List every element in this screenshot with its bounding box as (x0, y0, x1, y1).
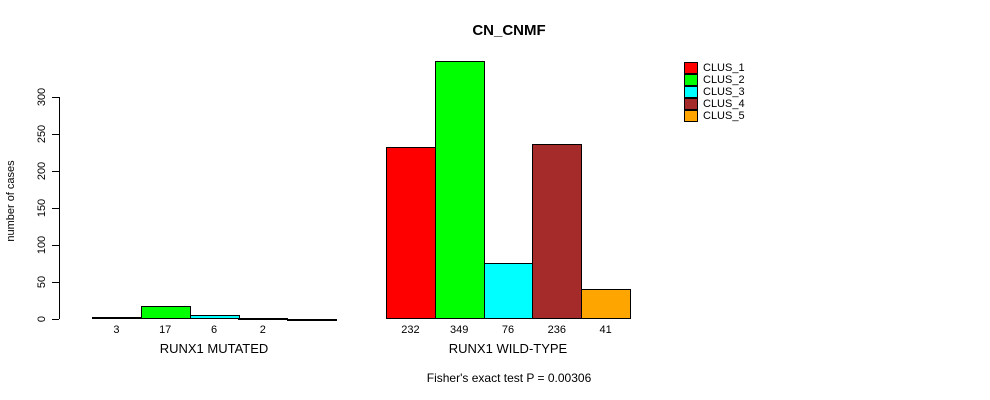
y-axis-tick (52, 134, 59, 135)
bar-clus_4 (238, 318, 288, 320)
legend: CLUS_1 CLUS_2 CLUS_3 CLUS_4 CLUS_5 (684, 62, 745, 122)
bar-clus_1 (386, 147, 436, 319)
legend-item: CLUS_3 (684, 86, 745, 98)
bar-value-label: 349 (450, 324, 469, 336)
y-axis-tick-label: 200 (36, 161, 48, 181)
bar-clus_5 (581, 289, 631, 319)
y-axis-tick-label: 250 (36, 124, 48, 144)
fisher-test-annotation: Fisher's exact test P = 0.00306 (426, 371, 592, 385)
legend-color-swatch (684, 62, 698, 74)
y-axis-tick-label: 50 (36, 275, 48, 289)
y-axis-tick (52, 245, 59, 246)
legend-color-swatch (684, 86, 698, 98)
bar-value-label: 76 (501, 324, 515, 336)
legend-label: CLUS_4 (703, 98, 745, 110)
legend-color-swatch (684, 74, 698, 86)
y-axis-tick-label: 0 (36, 315, 48, 323)
bar-value-label: 17 (159, 324, 172, 336)
legend-label: CLUS_1 (703, 62, 745, 74)
legend-item: CLUS_5 (684, 110, 745, 122)
legend-label: CLUS_5 (703, 110, 745, 122)
group-label: RUNX1 WILD-TYPE (448, 341, 568, 356)
y-axis-title: number of cases (5, 160, 17, 242)
y-axis-tick (52, 282, 59, 283)
legend-item: CLUS_4 (684, 98, 745, 110)
y-axis-tick (52, 208, 59, 209)
bar-clus_2 (435, 61, 485, 319)
legend-item: CLUS_1 (684, 62, 745, 74)
legend-label: CLUS_2 (703, 74, 745, 86)
y-axis-tick-label: 300 (36, 87, 48, 107)
y-axis-tick (52, 171, 59, 172)
bar-clus_4 (532, 144, 582, 319)
bar-value-label: 232 (401, 324, 420, 336)
bar-value-label: 3 (113, 324, 120, 336)
bar-clus_5 (287, 319, 337, 321)
y-axis-tick (52, 97, 59, 98)
legend-label: CLUS_3 (703, 86, 745, 98)
bar-clus_2 (141, 306, 191, 319)
bar-value-label: 236 (547, 324, 566, 336)
bar-clus_3 (190, 315, 240, 319)
bar-value-label: 6 (210, 324, 218, 336)
legend-item: CLUS_2 (684, 74, 745, 86)
y-axis-tick-label: 150 (36, 198, 48, 218)
group-label: RUNX1 MUTATED (159, 341, 269, 356)
y-axis-tick-label: 100 (36, 235, 48, 255)
bar-value-label: 2 (259, 324, 266, 336)
bar-clus_3 (484, 263, 534, 319)
y-axis-tick (52, 319, 59, 320)
y-axis-line (59, 97, 60, 319)
bar-clus_1 (92, 317, 142, 319)
legend-color-swatch (684, 98, 698, 110)
bar-value-label: 41 (599, 324, 612, 336)
legend-color-swatch (684, 110, 698, 122)
chart-title: CN_CNMF (472, 22, 546, 39)
